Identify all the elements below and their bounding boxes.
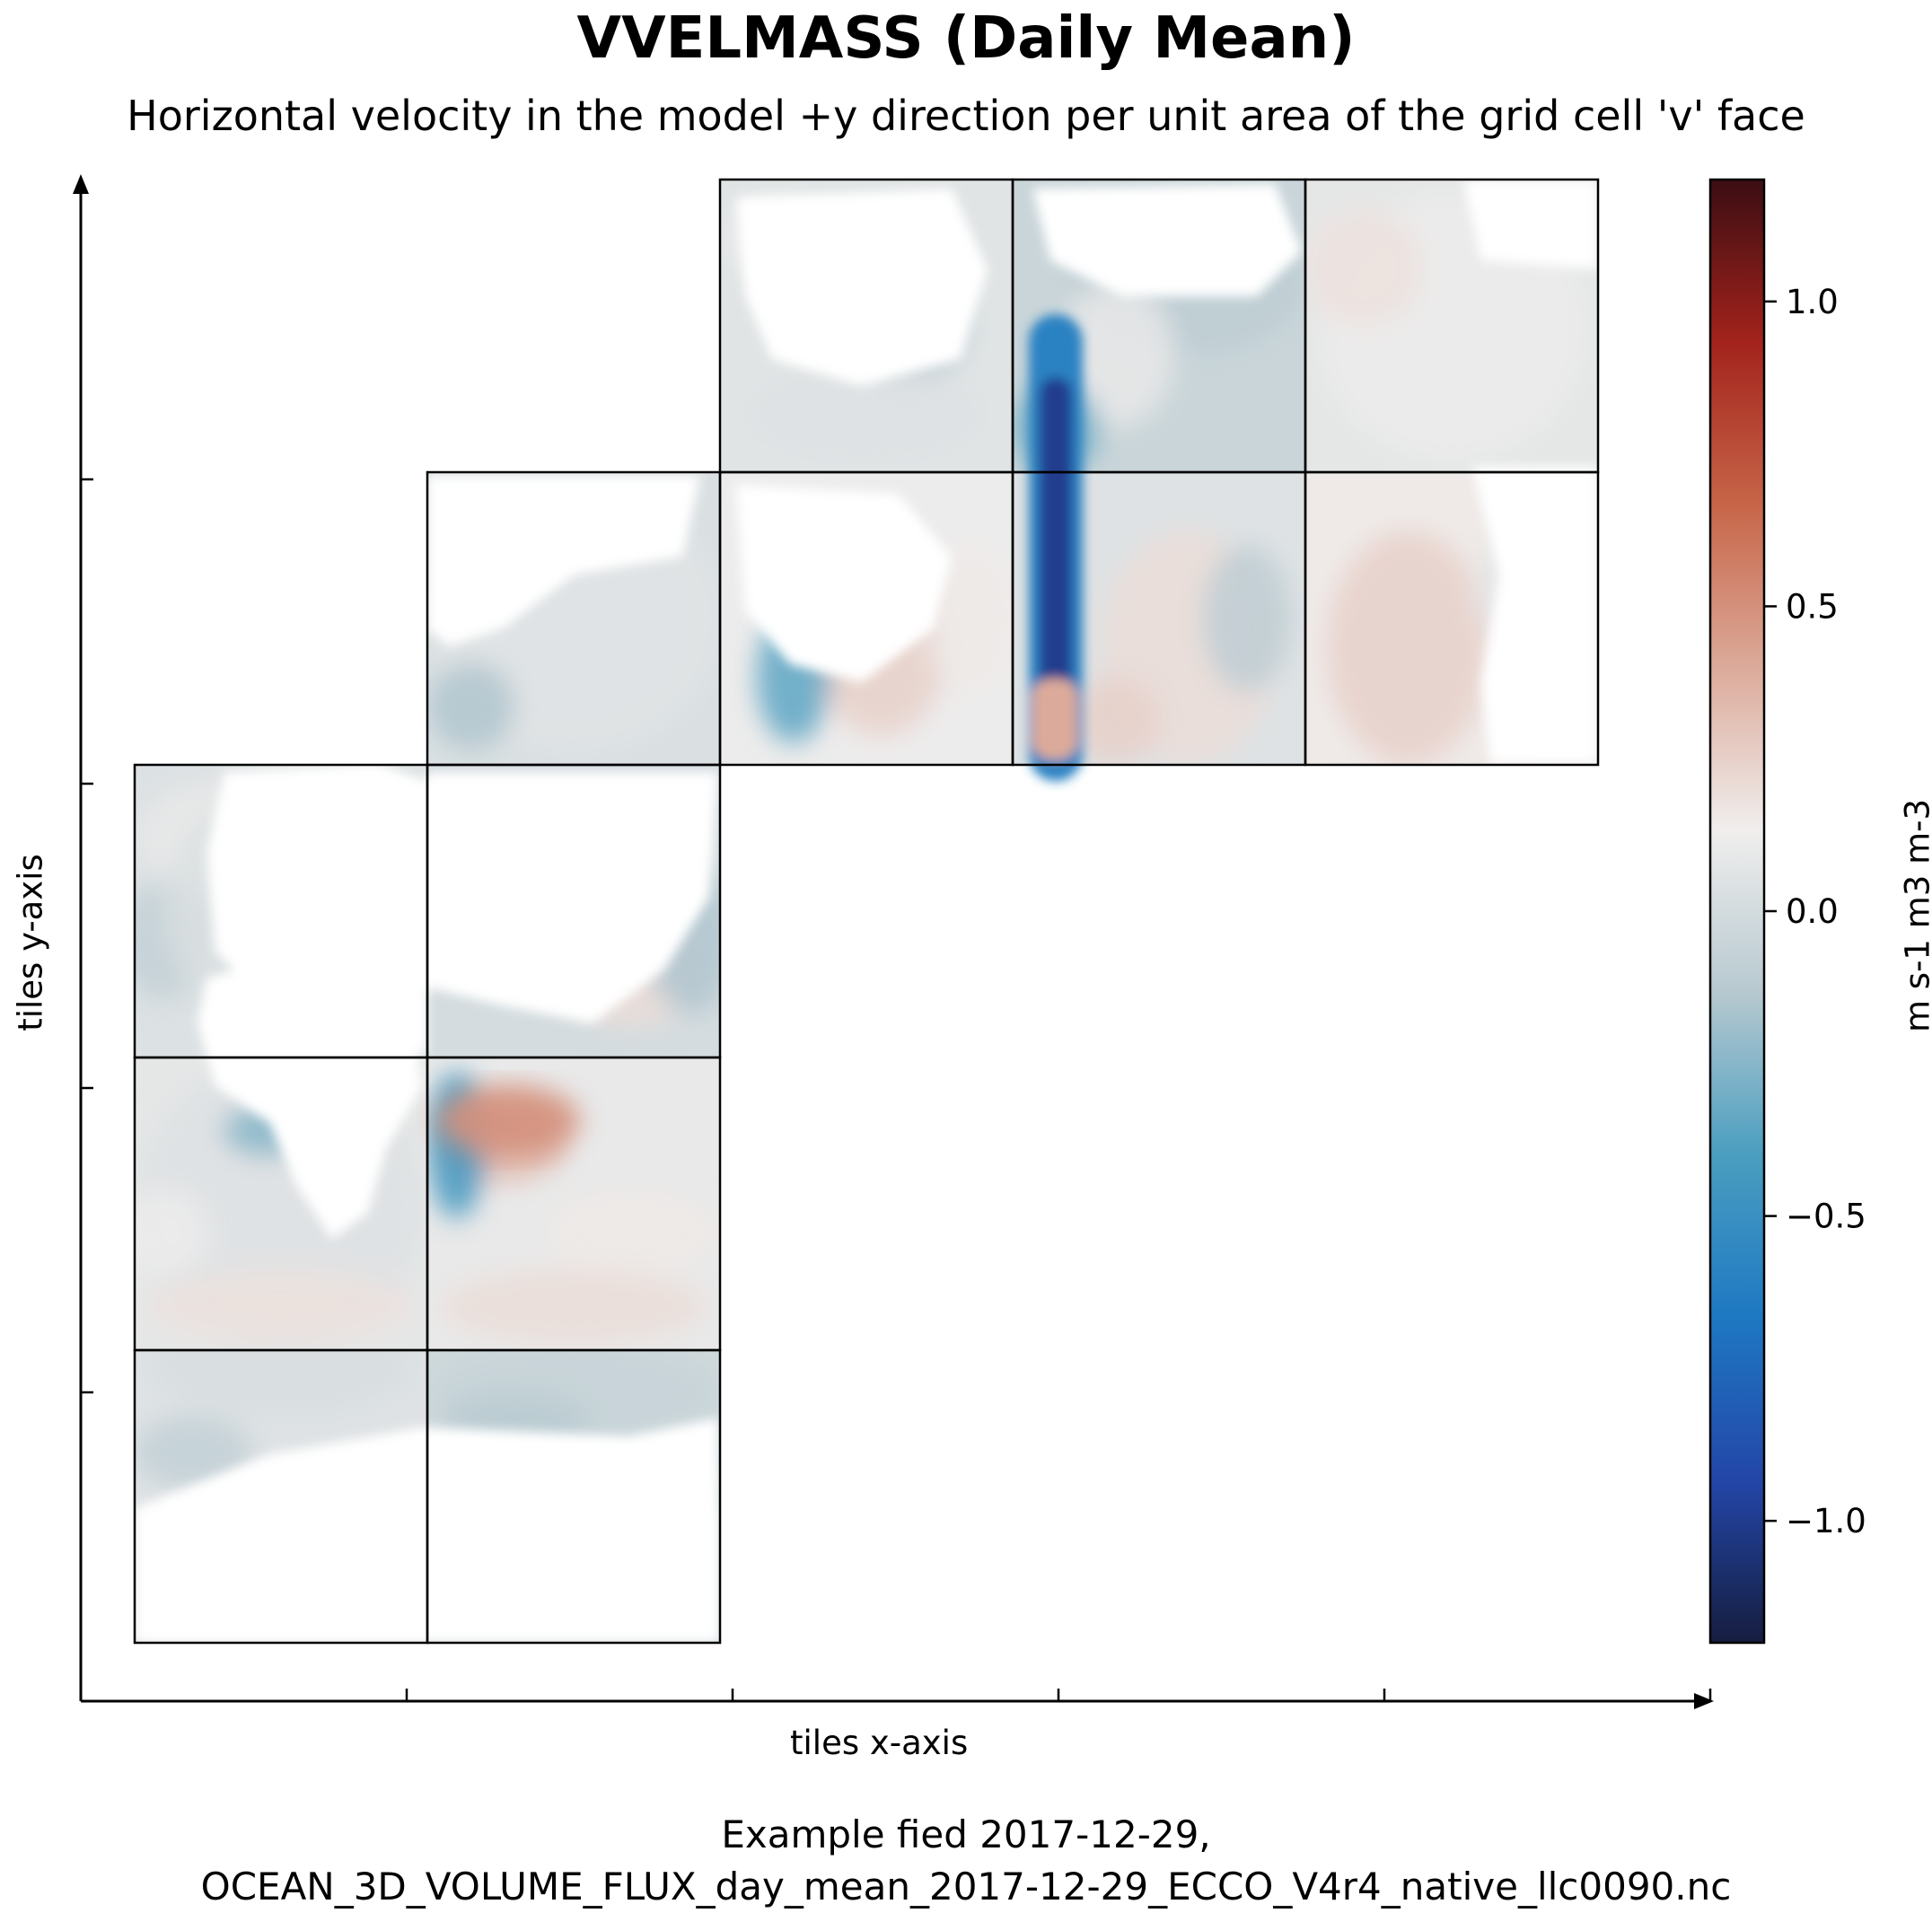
colorbar-tick-label: −0.5 <box>1786 1198 1866 1236</box>
colorbar: 1.0 0.5 0.0 −0.5 −1.0 <box>1710 180 1866 1643</box>
colorbar-label: m s-1 m3 m-3 <box>1899 799 1932 1032</box>
tiles-layer <box>120 180 1613 1643</box>
colorbar-tick-label: 0.0 <box>1786 892 1839 931</box>
y-axis-arrow <box>73 174 89 194</box>
caption-line-2: OCEAN_3D_VOLUME_FLUX_day_mean_2017-12-29… <box>0 1861 1932 1913</box>
colorbar-tick-label: −1.0 <box>1786 1502 1866 1540</box>
x-axis-label: tiles x-axis <box>790 1724 968 1762</box>
caption-line-1: Example fied 2017-12-29, <box>0 1809 1932 1861</box>
y-axis-label: tiles y-axis <box>12 854 50 1031</box>
colorbar-tick-label: 0.5 <box>1786 587 1839 626</box>
jet-feature <box>1029 314 1083 781</box>
colorbar-gradient <box>1710 180 1764 1643</box>
colorbar-tick-label: 1.0 <box>1786 283 1839 321</box>
figure-caption: Example fied 2017-12-29, OCEAN_3D_VOLUME… <box>0 1809 1932 1913</box>
